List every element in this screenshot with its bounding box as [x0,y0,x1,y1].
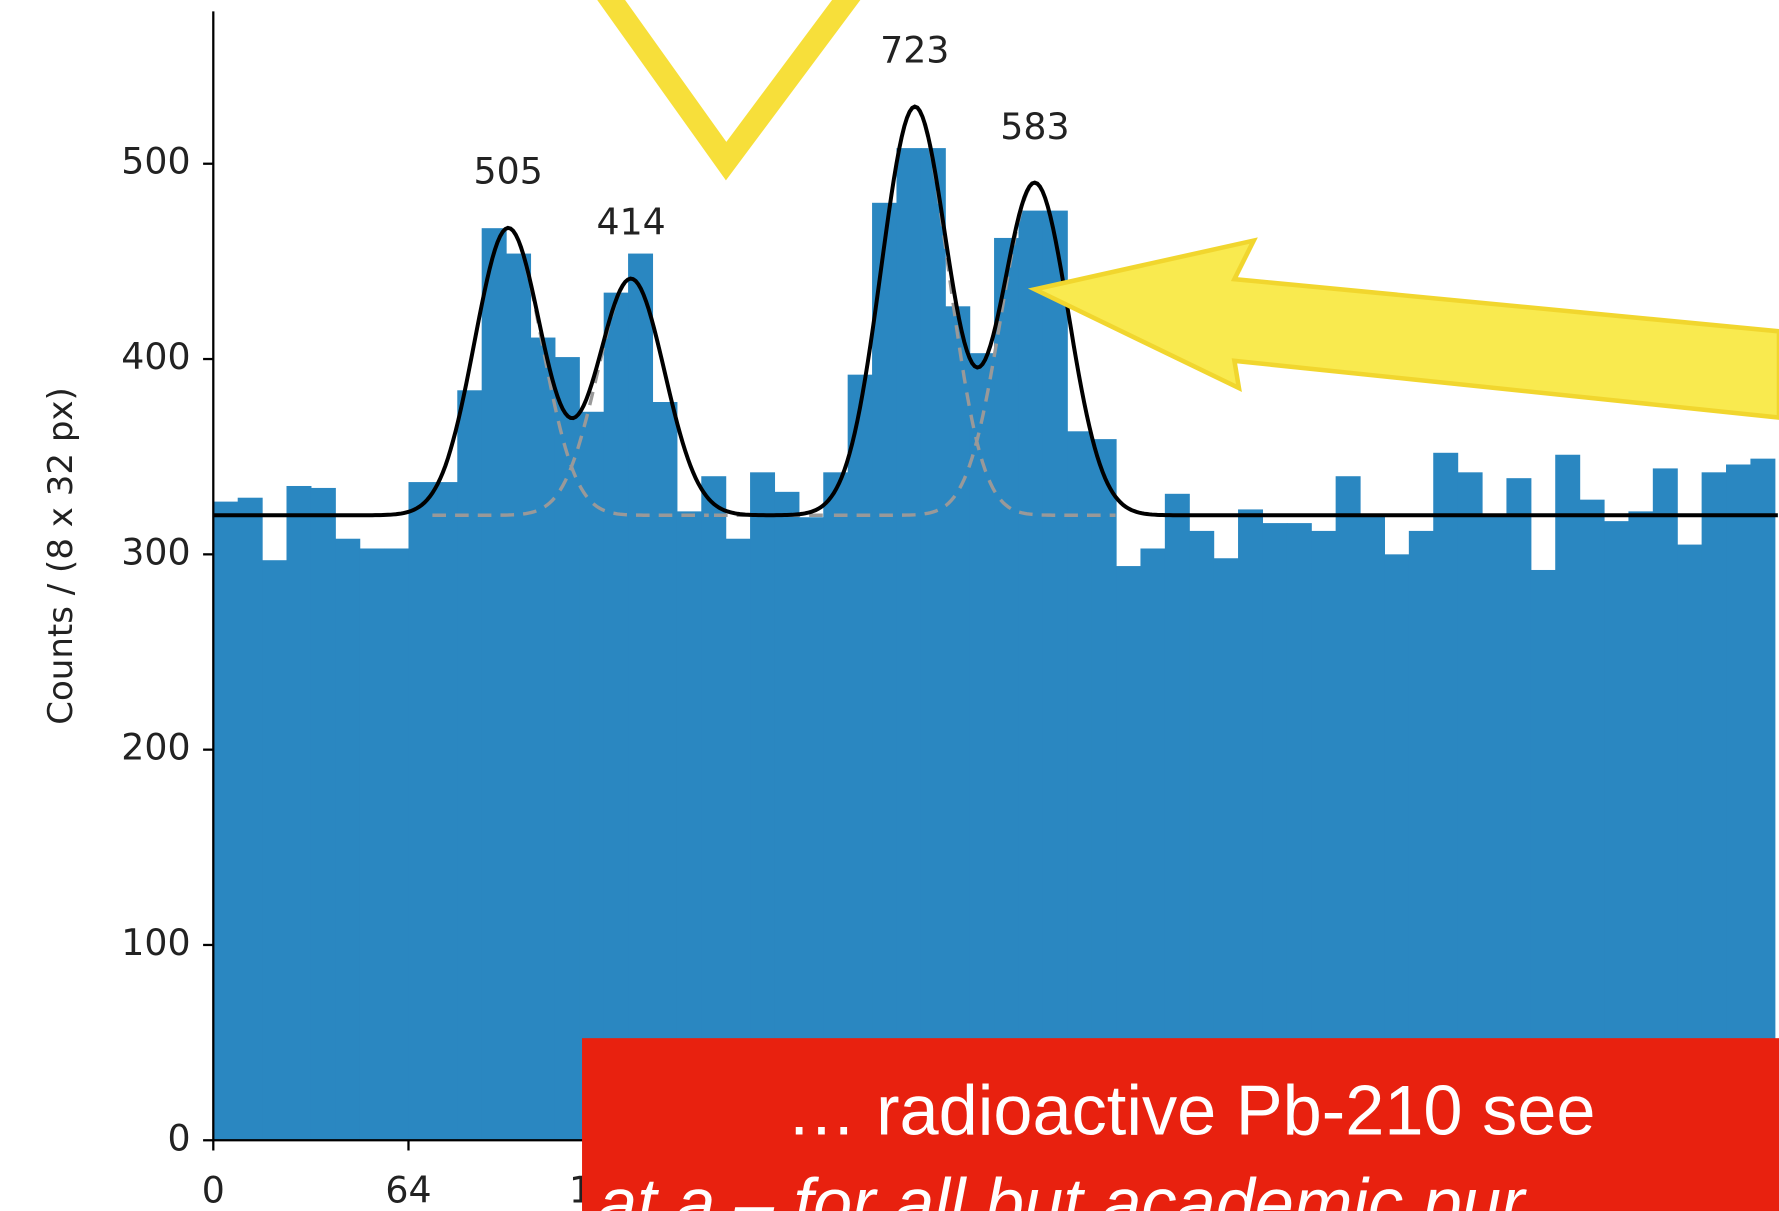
y-tick-label: 100 [121,921,190,964]
peak-label: 723 [880,29,949,72]
y-tick-label: 300 [121,530,190,573]
bar [384,548,409,1140]
bar [213,502,238,1141]
peak-label: 414 [596,201,665,244]
bar [896,148,921,1140]
chart: 5054147235830100200300400500064128 … rad… [0,0,1779,1211]
bar [286,486,311,1140]
bar [360,548,385,1140]
bar [1018,211,1043,1141]
y-tick-label: 0 [168,1116,191,1159]
y-tick-label: 400 [121,335,190,378]
bar [457,390,482,1140]
bar [1067,431,1092,1140]
bar [1043,211,1068,1141]
bar [335,539,360,1141]
bar [1433,453,1458,1140]
bar [506,254,531,1141]
bar [970,353,995,1140]
bar [1750,459,1775,1141]
bar [433,482,458,1140]
plot-area: 5054147235830100200300400500064128 [121,11,1779,1211]
bar [1092,439,1117,1140]
bar [604,293,629,1141]
y-tick-label: 500 [121,140,190,183]
bar [994,238,1019,1140]
bar [238,498,263,1141]
bar [872,203,897,1140]
bar [628,254,653,1141]
bar [311,488,336,1140]
bar [579,412,604,1141]
peak-label: 505 [474,150,543,193]
bar [921,148,946,1140]
highlight-chevron [599,0,859,161]
bar [482,228,507,1140]
bar [848,375,873,1141]
caption-line: at a – for all but academic pur [598,1164,1527,1211]
y-tick-label: 200 [121,726,190,769]
bar [652,402,677,1140]
highlight-arrow [1035,241,1779,418]
page: {"chart_data": {"type": "histogram", "yl… [0,0,1779,1211]
bar [945,306,970,1140]
caption-line: … radioactive Pb-210 see [786,1071,1595,1150]
peak-label: 583 [1000,105,1069,148]
bar [262,560,287,1140]
x-tick-label: 0 [202,1168,225,1211]
bar [408,482,433,1140]
bar [530,338,555,1141]
bar [1555,455,1580,1141]
y-axis-label: Counts / (8 x 32 px) [41,387,81,725]
x-tick-label: 64 [385,1168,431,1211]
